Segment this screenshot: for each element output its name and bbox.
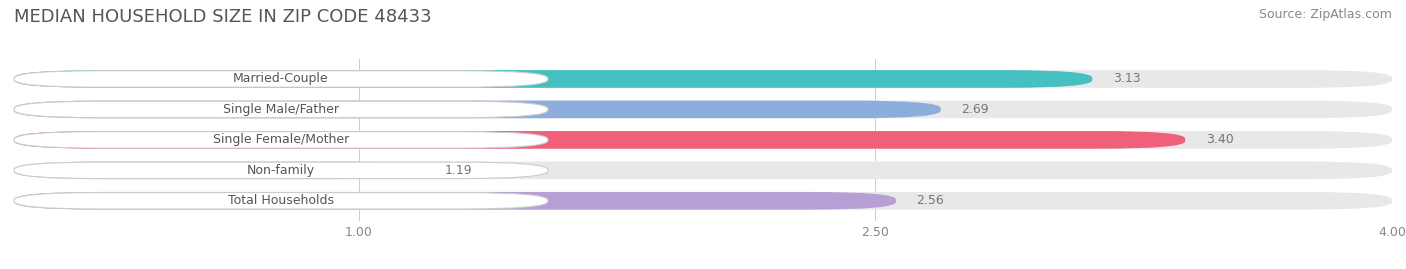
FancyBboxPatch shape (14, 193, 548, 209)
Text: 1.19: 1.19 (444, 164, 472, 177)
FancyBboxPatch shape (14, 131, 1392, 149)
Text: Non-family: Non-family (247, 164, 315, 177)
FancyBboxPatch shape (14, 132, 548, 148)
FancyBboxPatch shape (14, 101, 941, 118)
FancyBboxPatch shape (14, 161, 1392, 179)
FancyBboxPatch shape (14, 192, 896, 210)
FancyBboxPatch shape (14, 161, 425, 179)
FancyBboxPatch shape (14, 101, 548, 118)
Text: 2.56: 2.56 (917, 194, 945, 207)
FancyBboxPatch shape (14, 70, 1092, 88)
Text: Married-Couple: Married-Couple (233, 72, 329, 86)
Text: Single Male/Father: Single Male/Father (224, 103, 339, 116)
Text: Single Female/Mother: Single Female/Mother (212, 133, 349, 146)
Text: MEDIAN HOUSEHOLD SIZE IN ZIP CODE 48433: MEDIAN HOUSEHOLD SIZE IN ZIP CODE 48433 (14, 8, 432, 26)
FancyBboxPatch shape (14, 70, 1392, 88)
FancyBboxPatch shape (14, 71, 548, 87)
FancyBboxPatch shape (14, 162, 548, 179)
FancyBboxPatch shape (14, 131, 1185, 149)
Text: 3.13: 3.13 (1114, 72, 1140, 86)
FancyBboxPatch shape (14, 192, 1392, 210)
Text: Total Households: Total Households (228, 194, 335, 207)
Text: 3.40: 3.40 (1206, 133, 1233, 146)
Text: Source: ZipAtlas.com: Source: ZipAtlas.com (1258, 8, 1392, 21)
Text: 2.69: 2.69 (962, 103, 988, 116)
FancyBboxPatch shape (14, 101, 1392, 118)
